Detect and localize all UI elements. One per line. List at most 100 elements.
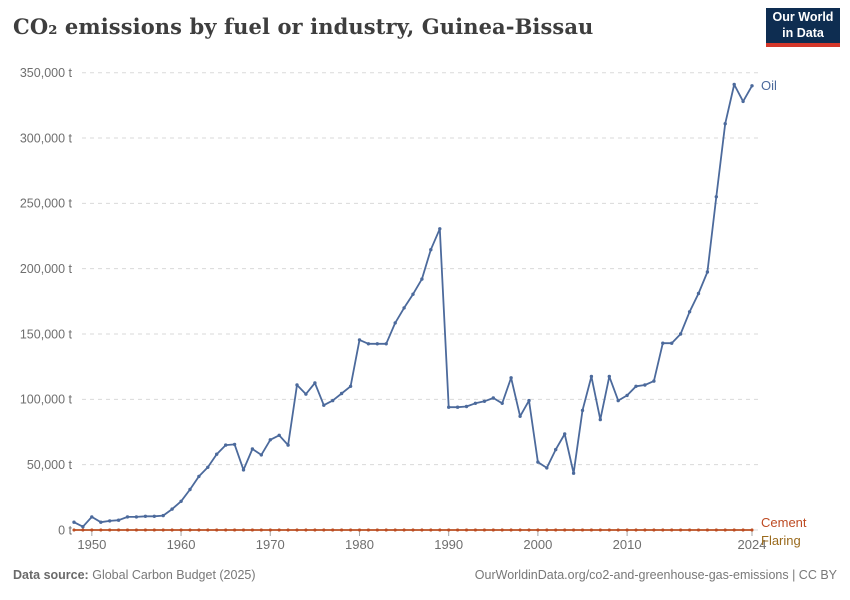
oil-point: [741, 99, 745, 104]
x-axis-tick-label: 2000: [523, 537, 552, 552]
cement-point: [81, 528, 85, 532]
cement-point: [304, 528, 308, 532]
chart-title: CO₂ emissions by fuel or industry, Guine…: [13, 14, 594, 39]
cement-point: [340, 528, 344, 532]
cement-point: [581, 528, 584, 532]
cement-point: [634, 528, 638, 532]
oil-point: [224, 443, 228, 447]
oil-point: [616, 398, 620, 403]
owid-logo[interactable]: Our World in Data: [766, 8, 840, 47]
cement-point: [90, 528, 94, 532]
cement-point: [375, 528, 379, 532]
oil-point: [72, 520, 76, 524]
oil-point: [277, 433, 281, 437]
oil-point: [750, 84, 754, 88]
oil-point: [589, 374, 594, 379]
oil-point: [500, 401, 504, 405]
citation-link[interactable]: OurWorldinData.org/co2-and-greenhouse-ga…: [474, 568, 837, 582]
oil-point: [527, 398, 531, 403]
oil-point: [705, 270, 710, 274]
cement-point: [616, 528, 620, 532]
oil-point: [571, 471, 576, 475]
oil-point: [295, 383, 299, 387]
cement-point: [402, 528, 406, 532]
y-axis-tick-label: 250,000 t: [20, 197, 73, 211]
oil-point: [188, 487, 192, 492]
cement-point: [250, 528, 254, 532]
cement-point: [393, 528, 397, 532]
series-label-flaring: Flaring: [761, 533, 801, 548]
cement-point: [465, 528, 468, 532]
oil-point: [714, 195, 718, 199]
oil-point: [411, 292, 415, 296]
cement-point: [420, 528, 424, 532]
cement-point: [197, 528, 201, 532]
oil-point: [108, 519, 112, 523]
x-axis-tick-label: 2010: [613, 537, 642, 552]
oil-point: [607, 374, 611, 379]
cement-point: [384, 528, 388, 532]
oil-point: [509, 376, 513, 380]
oil-point: [429, 248, 433, 252]
y-axis-tick-label: 350,000 t: [20, 66, 73, 80]
oil-point: [652, 379, 656, 383]
cement-point: [411, 528, 415, 532]
oil-point: [215, 452, 219, 456]
cement-point: [99, 528, 103, 532]
oil-point: [420, 277, 424, 281]
cement-point: [509, 528, 513, 532]
oil-point: [491, 396, 495, 400]
oil-point: [678, 332, 683, 336]
oil-point: [402, 306, 406, 310]
plot-area[interactable]: [74, 66, 752, 530]
oil-point: [206, 465, 210, 469]
cement-point: [108, 528, 112, 532]
oil-point: [152, 514, 156, 518]
cement-point: [366, 528, 370, 532]
oil-point: [625, 393, 629, 398]
oil-point: [286, 443, 290, 447]
oil-point: [134, 515, 139, 519]
cement-point: [697, 528, 700, 532]
oil-point: [81, 525, 85, 529]
oil-point: [518, 414, 522, 418]
cement-point: [206, 528, 210, 532]
cement-point: [536, 528, 540, 532]
cement-point: [188, 528, 192, 532]
oil-point: [447, 405, 451, 409]
y-axis-tick-label: 0 t: [58, 523, 72, 537]
oil-point: [670, 341, 674, 345]
oil-point: [250, 447, 255, 451]
oil-point: [473, 401, 478, 405]
oil-point: [179, 499, 183, 503]
cement-point: [152, 528, 156, 532]
cement-point: [500, 528, 504, 532]
data-source-note: Data source: Global Carbon Budget (2025): [13, 568, 256, 582]
y-axis-tick-label: 300,000 t: [20, 131, 73, 145]
cement-point: [438, 528, 442, 532]
oil-point: [143, 514, 148, 518]
oil-point: [170, 507, 174, 511]
cement-point: [268, 528, 272, 532]
data-source-label: Data source:: [13, 568, 89, 582]
cement-point: [259, 528, 263, 532]
oil-point: [732, 82, 736, 87]
cement-point: [714, 528, 718, 532]
cement-point: [161, 528, 165, 532]
oil-point: [197, 474, 201, 479]
cement-point: [741, 528, 745, 532]
cement-point: [322, 528, 326, 532]
oil-point: [554, 447, 558, 452]
oil-point: [90, 515, 94, 519]
cement-point: [732, 528, 736, 532]
cement-point: [723, 528, 727, 532]
cement-point: [572, 528, 576, 532]
oil-point: [339, 391, 344, 396]
oil-point: [232, 442, 237, 447]
oil-point: [696, 291, 701, 296]
cement-point: [643, 528, 647, 532]
cement-point: [429, 528, 433, 532]
cement-point: [143, 528, 147, 532]
oil-point: [464, 404, 469, 409]
oil-point: [545, 466, 549, 470]
